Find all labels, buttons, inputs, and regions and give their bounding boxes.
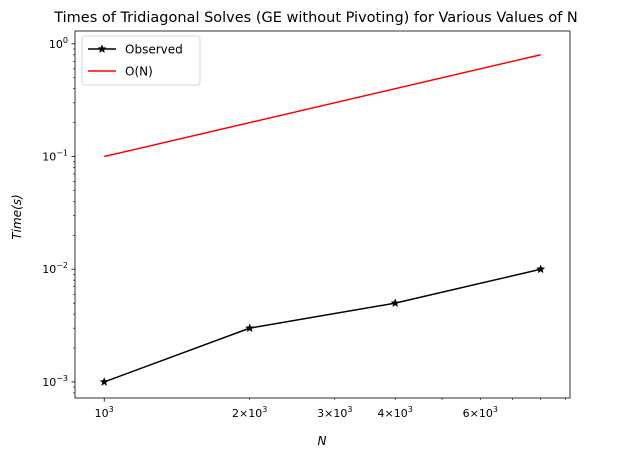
plot-frame: [74, 30, 571, 399]
y-tick-label: 10−3: [42, 374, 68, 389]
legend: Observed O(N): [81, 35, 201, 86]
y-axis-label: Time(s): [10, 194, 24, 239]
legend-entry: Observed: [125, 43, 183, 57]
legend-entry: O(N): [125, 65, 153, 79]
x-tick-label: 103: [95, 405, 114, 420]
x-tick-label: 4×103: [378, 405, 413, 420]
series-layer: [99, 54, 546, 386]
y-tick-label: 10−2: [42, 261, 68, 276]
series-line-1: [104, 54, 541, 158]
data-point: [390, 298, 400, 308]
x-tick-label: 6×103: [463, 405, 498, 420]
data-point: [99, 377, 109, 386]
series-line-0: [103, 268, 541, 383]
axis-ticks: 103 2×103 3×103 4×103 6×103 10−3 10−2 10−1 100: [42, 36, 566, 420]
data-point: [245, 323, 255, 333]
x-axis-label: N: [318, 434, 327, 448]
chart-title: Times of Tridiagonal Solves (GE without …: [53, 10, 578, 26]
data-point: [535, 264, 546, 274]
y-tick-label: 100: [49, 36, 68, 51]
x-tick-label: 3×103: [317, 405, 352, 420]
y-tick-label: 10−1: [42, 149, 68, 164]
legend-marker: [97, 44, 107, 53]
x-tick-label: 2×103: [232, 405, 267, 420]
